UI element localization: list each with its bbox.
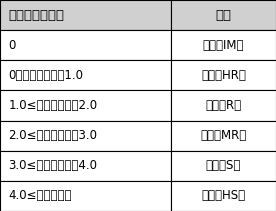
Text: 免疫（IM）: 免疫（IM） <box>203 39 244 52</box>
Text: 抗性: 抗性 <box>216 9 232 22</box>
Bar <box>171 120 276 151</box>
Text: 0: 0 <box>8 39 16 52</box>
Text: 高感（HS）: 高感（HS） <box>201 189 246 202</box>
Text: 0＜平均严重度＜1.0: 0＜平均严重度＜1.0 <box>8 69 83 82</box>
Bar <box>0 120 171 151</box>
Text: 3.0≤平均严重度＜4.0: 3.0≤平均严重度＜4.0 <box>8 159 97 172</box>
Bar <box>171 30 276 60</box>
Bar <box>0 60 171 91</box>
Bar <box>0 151 171 181</box>
Text: 1.0≤平均严重度＜2.0: 1.0≤平均严重度＜2.0 <box>8 99 97 112</box>
Text: 感病（S）: 感病（S） <box>206 159 241 172</box>
Text: 4.0≤平均严重度: 4.0≤平均严重度 <box>8 189 72 202</box>
Bar <box>0 181 171 211</box>
Bar <box>0 91 171 120</box>
Bar <box>171 181 276 211</box>
Text: 平均严重度分级: 平均严重度分级 <box>8 9 64 22</box>
Text: 高抗（HR）: 高抗（HR） <box>201 69 246 82</box>
Bar <box>0 30 171 60</box>
Bar <box>171 151 276 181</box>
Bar <box>0 0 171 30</box>
Bar <box>171 0 276 30</box>
Text: 抗病（R）: 抗病（R） <box>206 99 242 112</box>
Bar <box>171 91 276 120</box>
Bar <box>171 60 276 91</box>
Text: 2.0≤平均严重度＜3.0: 2.0≤平均严重度＜3.0 <box>8 129 97 142</box>
Text: 中抗（MR）: 中抗（MR） <box>200 129 247 142</box>
